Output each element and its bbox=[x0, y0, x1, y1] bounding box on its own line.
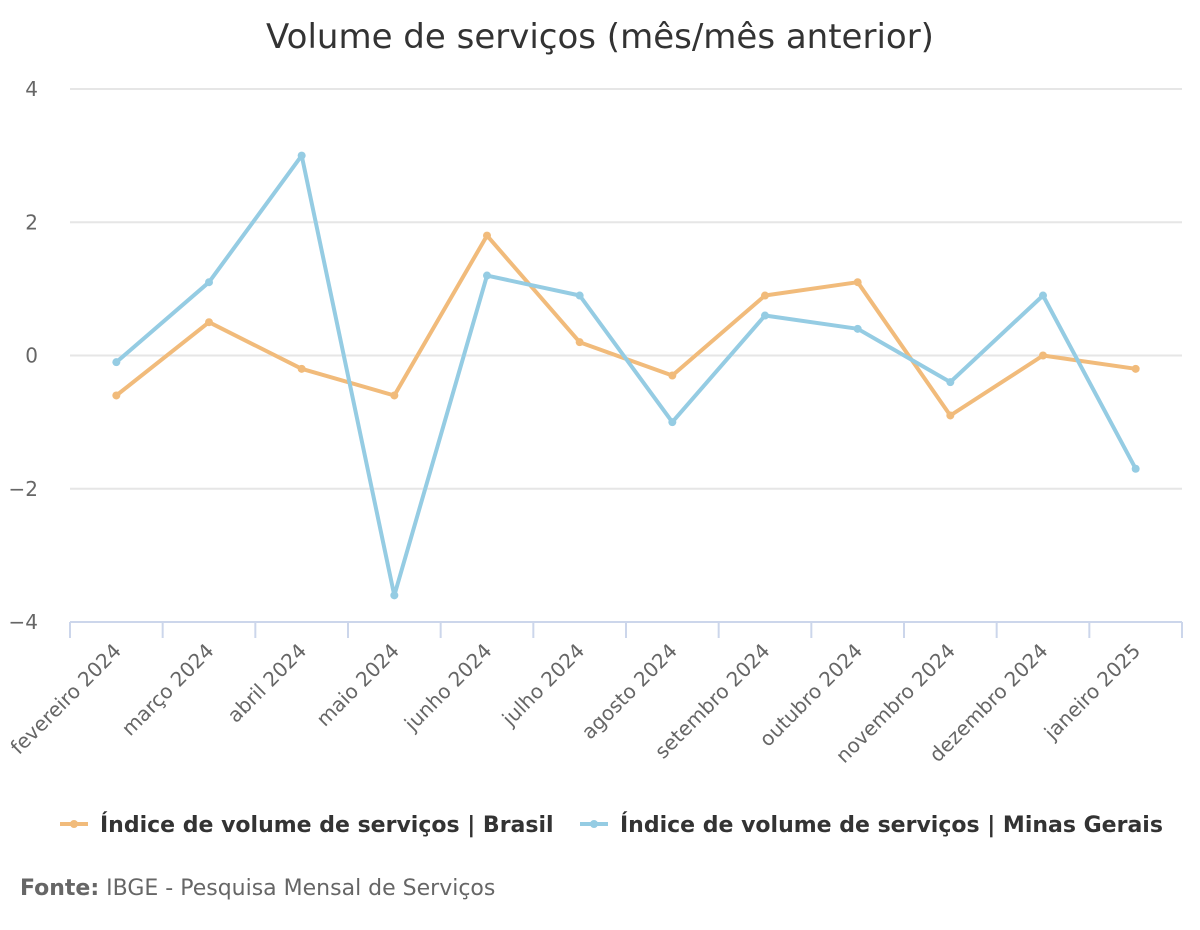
data-point[interactable] bbox=[668, 418, 677, 427]
chart-title: Volume de serviços (mês/mês anterior) bbox=[266, 17, 934, 57]
data-point[interactable] bbox=[946, 378, 955, 387]
y-tick-label: −4 bbox=[9, 610, 38, 634]
data-point[interactable] bbox=[575, 338, 584, 347]
data-point[interactable] bbox=[946, 411, 955, 420]
data-point[interactable] bbox=[205, 318, 213, 327]
legend-item-label[interactable]: Índice de volume de serviços | Minas Ger… bbox=[620, 812, 1163, 838]
data-point[interactable] bbox=[853, 324, 862, 333]
series-lines bbox=[112, 151, 1140, 600]
legend-swatch-marker bbox=[590, 820, 598, 828]
data-point[interactable] bbox=[483, 271, 491, 280]
legend-swatch-marker bbox=[70, 820, 78, 828]
source-label: Fonte: bbox=[20, 876, 100, 901]
y-tick-label: 2 bbox=[25, 210, 38, 234]
series-line-1 bbox=[114, 233, 1138, 418]
data-point[interactable] bbox=[1131, 364, 1140, 373]
y-tick-label: 4 bbox=[25, 77, 38, 101]
source-text: IBGE - Pesquisa Mensal de Serviços bbox=[106, 876, 496, 901]
y-axis-ticks: 4 2 0 −2 −4 bbox=[9, 77, 38, 634]
x-tick-label: agosto 2024 bbox=[577, 639, 682, 744]
data-point[interactable] bbox=[297, 364, 306, 373]
x-tick-label: julho 2024 bbox=[497, 639, 590, 732]
x-tick-label: janeiro 2025 bbox=[1039, 639, 1146, 746]
data-point[interactable] bbox=[297, 151, 306, 160]
data-point[interactable] bbox=[483, 231, 491, 240]
line-chart: Volume de serviços (mês/mês anterior) 4 2… bbox=[5, 17, 1183, 838]
data-point[interactable] bbox=[761, 291, 769, 300]
data-point[interactable] bbox=[390, 591, 399, 600]
x-tick-label: fevereiro 2024 bbox=[5, 639, 125, 759]
data-point[interactable] bbox=[761, 311, 769, 320]
series-line-2 bbox=[114, 153, 1138, 598]
data-point[interactable] bbox=[853, 278, 862, 287]
data-point[interactable] bbox=[1039, 291, 1047, 300]
legend-item-label[interactable]: Índice de volume de serviços | Brasil bbox=[100, 812, 554, 838]
data-point[interactable] bbox=[390, 391, 399, 400]
x-tick-label: abril 2024 bbox=[222, 639, 311, 728]
y-tick-label: −2 bbox=[9, 477, 38, 501]
source-note: Fonte: IBGE - Pesquisa Mensal de Serviço… bbox=[20, 876, 495, 901]
data-point[interactable] bbox=[1039, 351, 1047, 360]
x-tick-label: junho 2024 bbox=[399, 639, 497, 737]
data-point[interactable] bbox=[205, 278, 213, 287]
y-tick-label: 0 bbox=[25, 344, 38, 368]
data-point[interactable] bbox=[575, 291, 584, 300]
x-tick-label: maio 2024 bbox=[311, 639, 403, 731]
x-tick-label: março 2024 bbox=[117, 639, 219, 741]
data-point[interactable] bbox=[668, 371, 677, 380]
data-point[interactable] bbox=[1131, 464, 1140, 473]
legend: Índice de volume de serviços | Brasil Índ… bbox=[60, 812, 1163, 838]
data-point[interactable] bbox=[112, 391, 121, 400]
grid-lines bbox=[70, 88, 1182, 490]
data-point[interactable] bbox=[112, 358, 121, 367]
